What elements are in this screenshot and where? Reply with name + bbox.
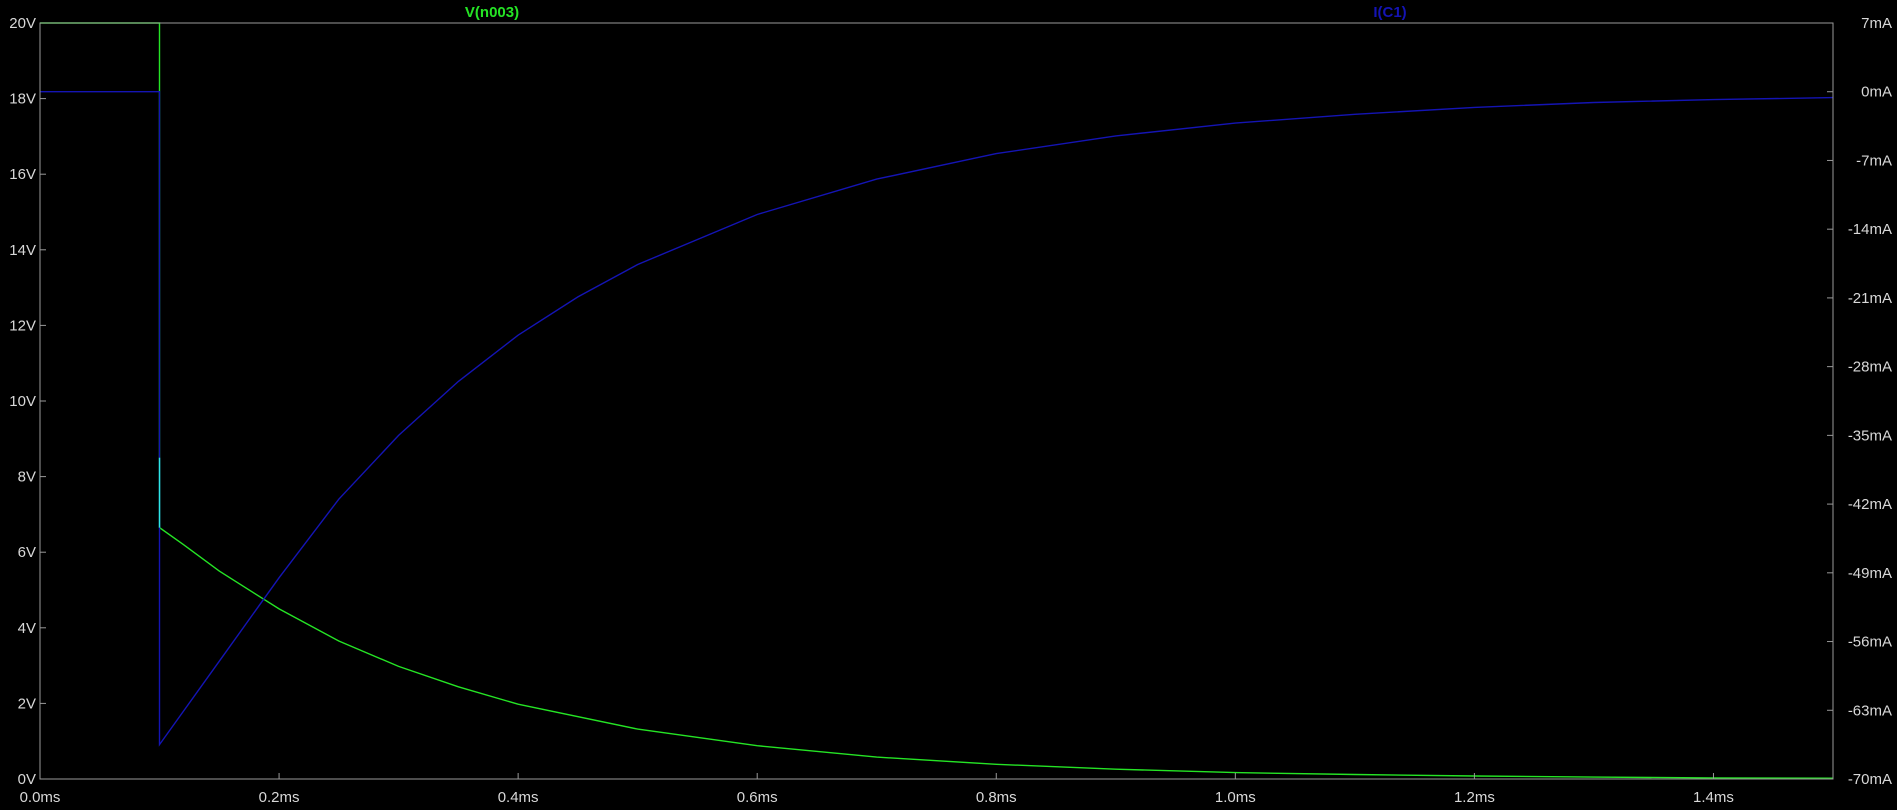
- left-tick-label: 14V: [9, 242, 36, 259]
- left-tick-label: 4V: [18, 620, 36, 637]
- right-tick-label: -63mA: [1848, 702, 1892, 719]
- left-tick-label: 0V: [18, 771, 36, 788]
- right-tick-label: -56mA: [1848, 634, 1892, 651]
- right-tick-label: -35mA: [1848, 427, 1892, 444]
- left-tick-label: 10V: [9, 393, 36, 410]
- series-line-0: [40, 22, 1834, 779]
- trace-label-1: I(C1): [1373, 4, 1406, 21]
- x-tick-label: 0.2ms: [259, 789, 300, 806]
- x-tick-label: 1.4ms: [1693, 789, 1734, 806]
- trace-labels: V(n003) I(C1): [465, 4, 1407, 21]
- traces: [40, 22, 1834, 779]
- right-tick-label: -21mA: [1848, 290, 1892, 307]
- left-axis-ticks: 0V 2V 4V 6V 8V 10V 12V 14V 16V 18V 20V: [9, 15, 46, 788]
- right-tick-label: -14mA: [1848, 221, 1892, 238]
- left-tick-label: 8V: [18, 469, 36, 486]
- series-line-1: [40, 90, 1834, 747]
- left-tick-label: 20V: [9, 15, 36, 32]
- left-tick-label: 18V: [9, 91, 36, 108]
- right-tick-label: 7mA: [1861, 15, 1892, 32]
- left-tick-label: 12V: [9, 317, 36, 334]
- left-tick-label: 6V: [18, 544, 36, 561]
- right-tick-label: 0mA: [1861, 84, 1892, 101]
- right-axis-ticks: 7mA 0mA -7mA -14mA -21mA -28mA -35mA -42mA -49mA…: [1827, 15, 1892, 788]
- right-tick-label: -28mA: [1848, 359, 1892, 376]
- trace-label-0: V(n003): [465, 4, 519, 21]
- left-tick-label: 16V: [9, 166, 36, 183]
- right-tick-label: -7mA: [1856, 152, 1892, 169]
- right-tick-label: -42mA: [1848, 496, 1892, 513]
- right-tick-label: -70mA: [1848, 771, 1892, 788]
- x-axis-ticks: 0.0ms 0.2ms 0.4ms 0.6ms 0.8ms 1.0ms 1.2ms 1.4ms: [20, 773, 1734, 806]
- x-tick-label: 1.2ms: [1454, 789, 1495, 806]
- x-tick-label: 0.0ms: [20, 789, 61, 806]
- left-tick-label: 2V: [18, 695, 36, 712]
- x-tick-label: 0.6ms: [737, 789, 778, 806]
- x-tick-label: 0.8ms: [976, 789, 1017, 806]
- x-tick-label: 1.0ms: [1215, 789, 1256, 806]
- right-tick-label: -49mA: [1848, 565, 1892, 582]
- x-tick-label: 0.4ms: [498, 789, 539, 806]
